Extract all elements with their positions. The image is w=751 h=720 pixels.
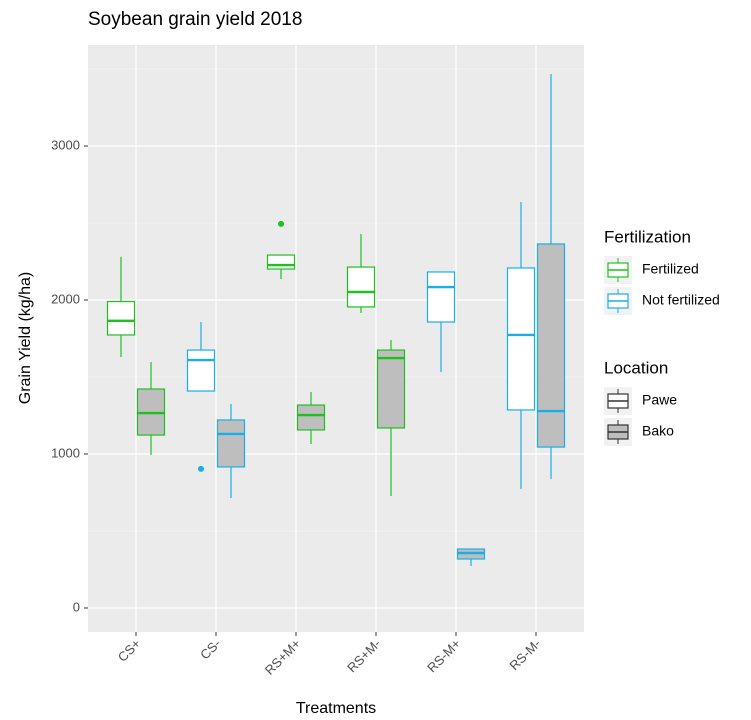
box — [216, 419, 246, 468]
box — [536, 243, 566, 448]
legend-label: Pawe — [642, 392, 677, 408]
x-tick-label: RS+M- — [344, 636, 383, 675]
chart-title: Soybean grain yield 2018 — [88, 9, 302, 30]
x-tick-label: RS-M- — [506, 636, 543, 673]
x-tick-label: CS+ — [115, 636, 144, 665]
box — [186, 349, 216, 392]
x-tick-label: RS-M+ — [424, 636, 463, 675]
y-tick-label: 3000 — [51, 137, 80, 152]
box — [266, 254, 296, 270]
y-tick-label: 1000 — [51, 445, 80, 460]
box — [106, 300, 136, 336]
x-tick-label: RS+M+ — [262, 636, 304, 678]
legend-title: Location — [604, 358, 668, 377]
box — [296, 404, 326, 431]
legend-label: Bako — [642, 423, 674, 439]
legend-label: Not fertilized — [642, 292, 720, 308]
panel — [88, 45, 584, 632]
legend-label: Fertilized — [642, 261, 699, 277]
y-tick-label: 2000 — [51, 291, 80, 306]
x-tick-label: CS- — [197, 636, 223, 662]
y-tick-label: 0 — [73, 599, 80, 614]
box — [506, 267, 536, 411]
box — [426, 271, 456, 323]
box — [346, 266, 376, 308]
x-axis-title: Treatments — [296, 700, 376, 717]
outlier — [278, 220, 284, 227]
legend-title: Fertilization — [604, 227, 691, 246]
box — [376, 349, 406, 429]
y-axis-title: Grain Yield (kg/ha) — [17, 272, 34, 405]
outlier — [198, 465, 204, 472]
